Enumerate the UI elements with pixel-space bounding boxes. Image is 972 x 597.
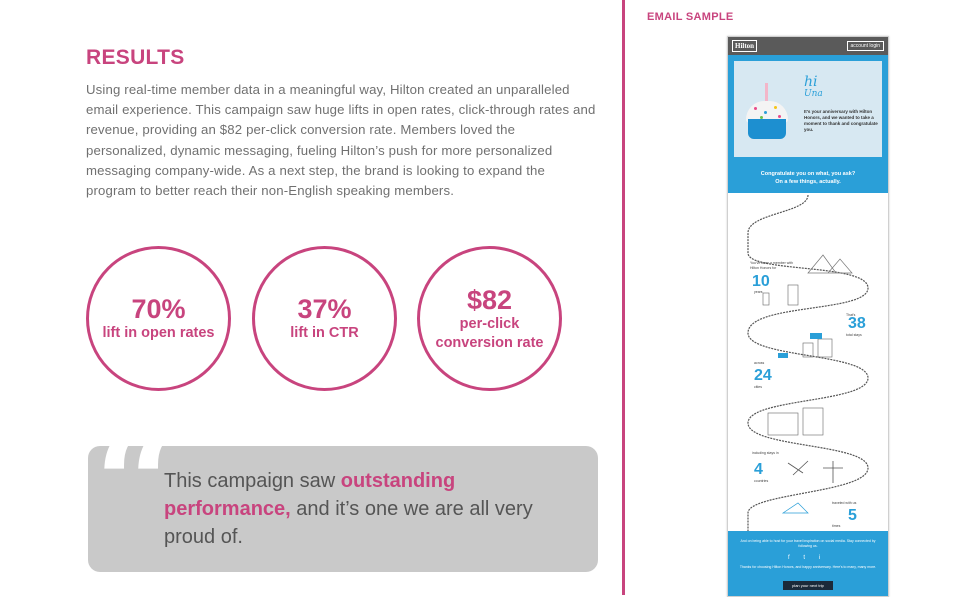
milestone-3-text: across	[754, 361, 765, 365]
email-account-button: account login	[846, 41, 884, 51]
cupcake-base-icon	[748, 119, 786, 139]
email-hero-panel: hi Una It's your anniversary with Hilton…	[734, 61, 882, 157]
stat-conversion-label-2: conversion rate	[435, 334, 544, 351]
stat-conversion-label-1: per-click	[459, 315, 520, 332]
milestone-4-unit: countries	[754, 479, 769, 483]
stat-open-rate-value: 70%	[131, 294, 186, 324]
email-banner-line-1: Congratulate you on what, you ask?	[760, 171, 856, 177]
milestone-5-unit: times	[832, 524, 841, 528]
quote-text: This campaign saw outstanding performanc…	[164, 467, 584, 551]
milestone-1-text: You've been a member with Hilton Honors …	[750, 261, 793, 270]
email-sample-label: EMAIL SAMPLE	[647, 11, 734, 23]
email-recipient-name: Una	[804, 89, 823, 99]
stat-ctr-circle: 37% lift in CTR	[252, 246, 397, 391]
candle-icon	[765, 83, 768, 101]
quote-highlight: outstanding performance,	[164, 470, 456, 520]
stat-open-rate-label: lift in open rates	[102, 325, 215, 341]
email-footer-text: And on being able to host for your trave…	[740, 539, 876, 548]
vertical-divider	[622, 0, 625, 595]
email-sample-image: Hilton account login hi Una It's your an…	[727, 36, 889, 597]
milestone-2-unit: total stays	[846, 333, 862, 337]
stat-ctr-label: lift in CTR	[290, 325, 359, 341]
email-footer-thanks: Thanks for choosing Hilton Honors, and h…	[739, 565, 877, 569]
quote-mark-icon: “	[94, 397, 181, 573]
stat-conversion-value: $82	[466, 284, 513, 315]
milestone-3-unit: cities	[754, 385, 762, 389]
email-hero: hi Una It's your anniversary with Hilton…	[728, 55, 888, 163]
email-greeting: hi	[804, 74, 818, 90]
quote-box	[88, 446, 598, 572]
results-paragraph: Using real-time member data in a meaning…	[86, 82, 596, 199]
milestone-2-number: 38	[848, 315, 866, 332]
email-journey: You've been a member with Hilton Honors …	[728, 193, 888, 531]
quote-part-1: This campaign saw	[164, 470, 341, 492]
milestone-2-text: That's	[846, 313, 856, 317]
quote-part-2: and it’s one we are all very proud of.	[164, 498, 533, 548]
social-icons: f t i	[788, 555, 827, 561]
milestone-3-number: 24	[754, 367, 772, 384]
email-cta-button: plan your next trip	[783, 581, 833, 590]
journey-path-icon	[747, 194, 869, 531]
milestone-5-number: 5	[848, 507, 857, 524]
milestone-1-number: 10	[752, 273, 770, 290]
milestone-5-text: traveled with us	[832, 501, 857, 505]
cupcake-frosting-icon	[746, 101, 788, 123]
email-header: Hilton account login	[728, 37, 888, 55]
email-banner: Congratulate you on what, you ask? On a …	[728, 163, 888, 193]
results-heading: RESULTS	[86, 46, 185, 69]
milestone-4-text: including stays in	[752, 451, 779, 455]
stat-ctr-value: 37%	[297, 294, 352, 324]
email-banner-line-2: On a few things, actually.	[775, 179, 841, 185]
hilton-logo: Hilton	[732, 40, 758, 52]
milestone-1-unit: years	[754, 290, 763, 294]
email-message: It's your anniversary with Hilton Honors…	[804, 109, 878, 132]
stat-open-rate-circle: 70% lift in open rates	[86, 246, 231, 391]
email-footer: And on being able to host for your trave…	[728, 531, 888, 596]
milestone-4-number: 4	[754, 461, 763, 478]
stat-conversion-circle: $82 per-click conversion rate	[417, 246, 562, 391]
